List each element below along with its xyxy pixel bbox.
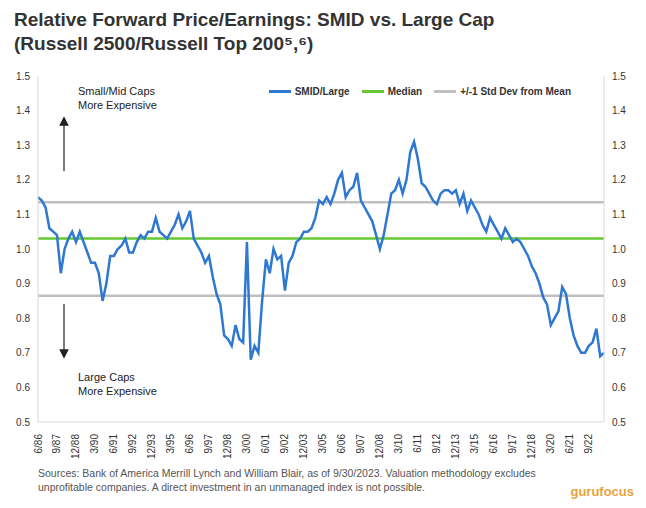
svg-text:1.5: 1.5	[16, 71, 30, 82]
svg-text:6/86: 6/86	[33, 434, 44, 454]
svg-text:1.4: 1.4	[16, 105, 30, 116]
svg-text:1.3: 1.3	[612, 140, 626, 151]
svg-text:9/22: 9/22	[583, 434, 594, 454]
svg-text:3/20: 3/20	[545, 434, 556, 454]
svg-text:3/95: 3/95	[165, 434, 176, 454]
svg-text:12/88: 12/88	[70, 434, 81, 459]
svg-text:0.5: 0.5	[16, 417, 30, 428]
svg-text:1.2: 1.2	[16, 174, 30, 185]
svg-text:0.5: 0.5	[612, 417, 626, 428]
svg-text:1.1: 1.1	[612, 209, 626, 220]
svg-text:1.1: 1.1	[16, 209, 30, 220]
svg-text:12/98: 12/98	[222, 434, 233, 459]
html-text:Large Caps: Large Caps	[78, 371, 135, 383]
svg-text:1.4: 1.4	[612, 105, 626, 116]
svg-text:12/18: 12/18	[526, 434, 537, 459]
svg-text:9/12: 9/12	[431, 434, 442, 454]
svg-text:9/87: 9/87	[51, 434, 62, 454]
html-text:More Expensive: More Expensive	[78, 385, 157, 397]
svg-text:3/00: 3/00	[241, 434, 252, 454]
svg-text:6/96: 6/96	[184, 434, 195, 454]
html-text:More Expensive: More Expensive	[78, 99, 157, 111]
svg-text:1.5: 1.5	[612, 71, 626, 82]
svg-text:1.0: 1.0	[16, 244, 30, 255]
html-text:Small/Mid Caps: Small/Mid Caps	[78, 85, 155, 97]
svg-text:0.6: 0.6	[612, 382, 626, 393]
svg-text:9/97: 9/97	[203, 434, 214, 454]
svg-text:0.9: 0.9	[16, 278, 30, 289]
svg-text:3/90: 3/90	[89, 434, 100, 454]
svg-text:3/10: 3/10	[393, 434, 404, 454]
svg-text:3/15: 3/15	[469, 434, 480, 454]
svg-text:1.0: 1.0	[612, 244, 626, 255]
svg-text:6/11: 6/11	[412, 434, 423, 453]
html-text:(Russell 2500/Russell Top 200⁵: (Russell 2500/Russell Top 200⁵,⁶)	[14, 33, 314, 54]
svg-text:12/03: 12/03	[298, 434, 309, 459]
svg-text:6/06: 6/06	[336, 434, 347, 454]
svg-text:6/01: 6/01	[260, 434, 271, 454]
html-text:Median: Median	[387, 86, 423, 97]
svg-text:12/08: 12/08	[374, 434, 385, 459]
svg-text:1.3: 1.3	[16, 140, 30, 151]
svg-text:9/07: 9/07	[355, 434, 366, 454]
svg-text:1.2: 1.2	[612, 174, 626, 185]
html-text:+/-1 Std Dev from Mean: +/-1 Std Dev from Mean	[460, 86, 571, 97]
svg-text:0.7: 0.7	[16, 347, 30, 358]
svg-text:12/13: 12/13	[450, 434, 461, 459]
svg-text:6/16: 6/16	[488, 434, 499, 454]
html-text:Sources: Bank of America Merri: Sources: Bank of America Merrill Lynch a…	[38, 467, 536, 493]
svg-text:6/91: 6/91	[108, 434, 119, 454]
svg-text:0.9: 0.9	[612, 278, 626, 289]
svg-text:0.8: 0.8	[612, 313, 626, 324]
svg-text:9/92: 9/92	[127, 434, 138, 454]
svg-text:12/93: 12/93	[146, 434, 157, 459]
svg-text:9/17: 9/17	[507, 434, 518, 454]
svg-text:9/02: 9/02	[279, 434, 290, 454]
html-text:Relative Forward Price/Earning: Relative Forward Price/Earnings: SMID vs…	[14, 9, 495, 30]
svg-text:0.7: 0.7	[612, 347, 626, 358]
svg-text:3/05: 3/05	[317, 434, 328, 454]
html-text:gurufocus: gurufocus	[570, 484, 634, 499]
html-text:SMID/Large: SMID/Large	[294, 86, 350, 97]
svg-text:0.8: 0.8	[16, 313, 30, 324]
svg-text:6/21: 6/21	[564, 434, 575, 454]
svg-text:0.6: 0.6	[16, 382, 30, 393]
